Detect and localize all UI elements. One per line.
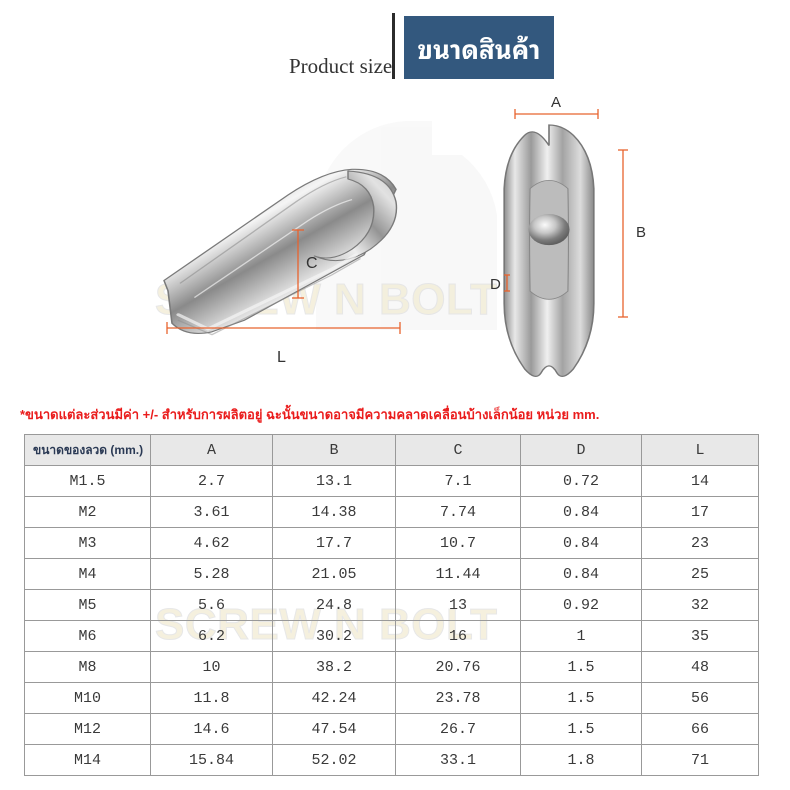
svg-text:A: A <box>551 94 561 111</box>
svg-text:L: L <box>277 349 286 366</box>
svg-text:D: D <box>490 276 501 293</box>
svg-text:B: B <box>636 224 646 241</box>
svg-text:C: C <box>306 255 318 272</box>
